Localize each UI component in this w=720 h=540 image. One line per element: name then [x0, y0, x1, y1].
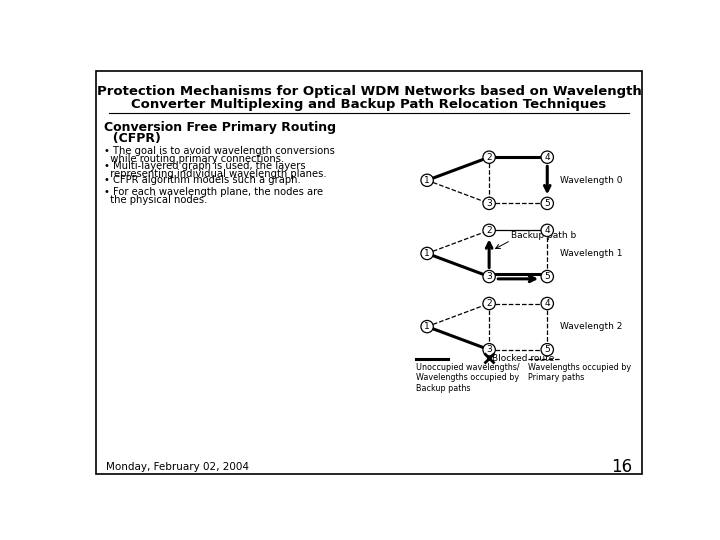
Circle shape: [483, 271, 495, 283]
Circle shape: [421, 247, 433, 260]
Circle shape: [541, 343, 554, 356]
Text: Blocked route: Blocked route: [492, 354, 554, 363]
Circle shape: [541, 197, 554, 210]
Circle shape: [421, 174, 433, 186]
Text: 2: 2: [486, 226, 492, 235]
Text: Wavelength 0: Wavelength 0: [559, 176, 622, 185]
FancyBboxPatch shape: [96, 71, 642, 475]
Text: 2: 2: [486, 299, 492, 308]
Text: 5: 5: [544, 272, 550, 281]
Text: Wavelengths occupied by
Primary paths: Wavelengths occupied by Primary paths: [528, 363, 631, 382]
Text: 5: 5: [544, 345, 550, 354]
Circle shape: [483, 151, 495, 164]
Circle shape: [483, 224, 495, 237]
Text: 4: 4: [544, 299, 550, 308]
Text: Wavelength 2: Wavelength 2: [559, 322, 622, 331]
Text: Protection Mechanisms for Optical WDM Networks based on Wavelength: Protection Mechanisms for Optical WDM Ne…: [96, 85, 642, 98]
Text: • For each wavelength plane, the nodes are: • For each wavelength plane, the nodes a…: [104, 187, 323, 197]
Text: 1: 1: [424, 176, 430, 185]
Text: Conversion Free Primary Routing: Conversion Free Primary Routing: [104, 122, 336, 134]
Text: Wavelength 1: Wavelength 1: [559, 249, 622, 258]
Text: • Multi-layered graph is used, the layers: • Multi-layered graph is used, the layer…: [104, 161, 305, 171]
Text: (CFPR): (CFPR): [104, 132, 161, 145]
Text: 3: 3: [486, 272, 492, 281]
Text: 1: 1: [424, 249, 430, 258]
Text: 2: 2: [486, 153, 492, 161]
Text: 1: 1: [424, 322, 430, 331]
Text: Monday, February 02, 2004: Monday, February 02, 2004: [106, 462, 248, 472]
Circle shape: [483, 298, 495, 309]
Circle shape: [421, 320, 433, 333]
Circle shape: [483, 343, 495, 356]
Text: representing individual wavelength planes.: representing individual wavelength plane…: [104, 169, 327, 179]
Text: • The goal is to avoid wavelength conversions: • The goal is to avoid wavelength conver…: [104, 146, 335, 156]
Text: while routing primary connections.: while routing primary connections.: [104, 154, 284, 164]
Text: 16: 16: [611, 458, 632, 476]
Text: the physical nodes.: the physical nodes.: [104, 194, 207, 205]
Circle shape: [541, 298, 554, 309]
Text: Unoccupied wavelengths/
Wavelengths occupied by
Backup paths: Unoccupied wavelengths/ Wavelengths occu…: [415, 363, 519, 393]
Text: 5: 5: [544, 199, 550, 208]
Text: 4: 4: [544, 153, 550, 161]
Text: Converter Multiplexing and Backup Path Relocation Techniques: Converter Multiplexing and Backup Path R…: [131, 98, 607, 111]
Circle shape: [541, 151, 554, 164]
Text: 3: 3: [486, 345, 492, 354]
Circle shape: [541, 224, 554, 237]
Text: • CFPR algorithm models such a graph.: • CFPR algorithm models such a graph.: [104, 176, 301, 185]
Circle shape: [541, 271, 554, 283]
Text: Backup path b: Backup path b: [510, 231, 576, 240]
Circle shape: [483, 197, 495, 210]
Text: 3: 3: [486, 199, 492, 208]
Text: 4: 4: [544, 226, 550, 235]
